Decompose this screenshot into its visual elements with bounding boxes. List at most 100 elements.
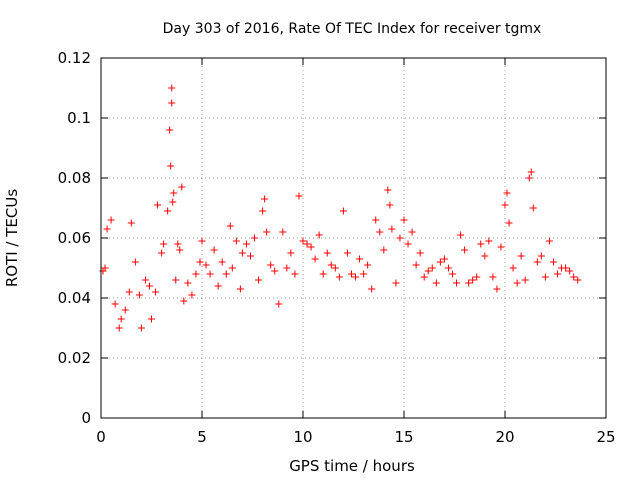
data-point xyxy=(152,288,160,296)
data-point xyxy=(368,285,376,293)
data-point xyxy=(202,261,210,269)
data-point xyxy=(158,249,166,257)
data-point xyxy=(420,273,428,281)
data-point xyxy=(125,288,133,296)
data-point xyxy=(263,228,271,236)
data-point xyxy=(481,252,489,260)
data-point xyxy=(533,258,541,266)
data-point xyxy=(501,201,509,209)
data-point xyxy=(271,267,279,275)
data-point xyxy=(380,246,388,254)
ticks xyxy=(100,57,607,419)
data-point xyxy=(287,249,295,257)
data-point xyxy=(465,279,473,287)
data-point xyxy=(566,267,574,275)
data-point xyxy=(461,246,469,254)
data-point xyxy=(137,324,145,332)
data-point xyxy=(513,279,521,287)
data-point xyxy=(210,246,218,254)
data-point xyxy=(131,258,139,266)
data-point xyxy=(307,243,315,251)
data-point xyxy=(408,228,416,236)
data-point xyxy=(396,234,404,242)
data-point xyxy=(168,99,176,107)
data-point xyxy=(261,195,269,203)
data-point xyxy=(279,228,287,236)
data-point xyxy=(154,201,162,209)
grid xyxy=(101,58,606,418)
data-point xyxy=(164,207,172,215)
data-point xyxy=(160,240,168,248)
data-point xyxy=(174,240,182,248)
data-point xyxy=(388,225,396,233)
y-tick-label: 0.08 xyxy=(58,169,91,187)
data-point xyxy=(184,279,192,287)
data-point xyxy=(529,204,537,212)
data-point xyxy=(493,285,501,293)
data-point xyxy=(527,168,535,176)
data-point xyxy=(356,255,364,263)
data-point xyxy=(412,261,420,269)
data-point xyxy=(103,225,111,233)
data-point xyxy=(448,270,456,278)
x-tick-label: 25 xyxy=(596,428,615,446)
data-point xyxy=(259,207,267,215)
data-point xyxy=(432,279,440,287)
data-point xyxy=(477,240,485,248)
data-point xyxy=(392,279,400,287)
data-point xyxy=(299,237,307,245)
data-point xyxy=(376,228,384,236)
y-tick-label: 0 xyxy=(81,409,91,427)
data-point xyxy=(327,261,335,269)
data-point xyxy=(236,285,244,293)
data-point xyxy=(424,267,432,275)
data-point xyxy=(167,162,175,170)
data-point xyxy=(295,192,303,200)
data-point xyxy=(440,255,448,263)
data-point xyxy=(343,249,351,257)
x-tick-labels: 0 5 10 15 20 25 xyxy=(96,428,615,446)
data-point xyxy=(473,273,481,281)
data-point xyxy=(283,264,291,272)
data-point xyxy=(222,270,230,278)
data-point xyxy=(574,276,582,284)
data-point xyxy=(537,252,545,260)
x-tick-label: 10 xyxy=(293,428,312,446)
data-point xyxy=(360,270,368,278)
data-points xyxy=(99,84,582,332)
x-tick-label: 20 xyxy=(495,428,514,446)
y-tick-label: 0.04 xyxy=(58,289,91,307)
data-point xyxy=(509,264,517,272)
data-point xyxy=(469,276,477,284)
data-point xyxy=(303,240,311,248)
data-point xyxy=(335,273,343,281)
data-point xyxy=(107,216,115,224)
data-point xyxy=(166,126,174,134)
data-point xyxy=(170,189,178,197)
y-tick-label: 0.12 xyxy=(58,49,91,67)
data-point xyxy=(141,276,149,284)
data-point xyxy=(101,264,109,272)
data-point xyxy=(117,315,125,323)
data-point xyxy=(251,234,259,242)
data-point xyxy=(347,270,355,278)
data-point xyxy=(246,252,254,260)
data-point xyxy=(521,276,529,284)
data-point xyxy=(180,297,188,305)
data-point xyxy=(214,282,222,290)
data-point xyxy=(400,216,408,224)
data-point xyxy=(554,270,562,278)
data-point xyxy=(188,291,196,299)
y-tick-label: 0.1 xyxy=(67,109,91,127)
data-point xyxy=(444,264,452,272)
data-point xyxy=(489,273,497,281)
data-point xyxy=(291,270,299,278)
data-point xyxy=(111,300,119,308)
data-point xyxy=(457,231,465,239)
data-point xyxy=(562,264,570,272)
y-tick-labels: 0 0.02 0.04 0.06 0.08 0.1 0.12 xyxy=(58,49,91,427)
data-point xyxy=(517,252,525,260)
data-point xyxy=(485,237,493,245)
data-point xyxy=(331,264,339,272)
